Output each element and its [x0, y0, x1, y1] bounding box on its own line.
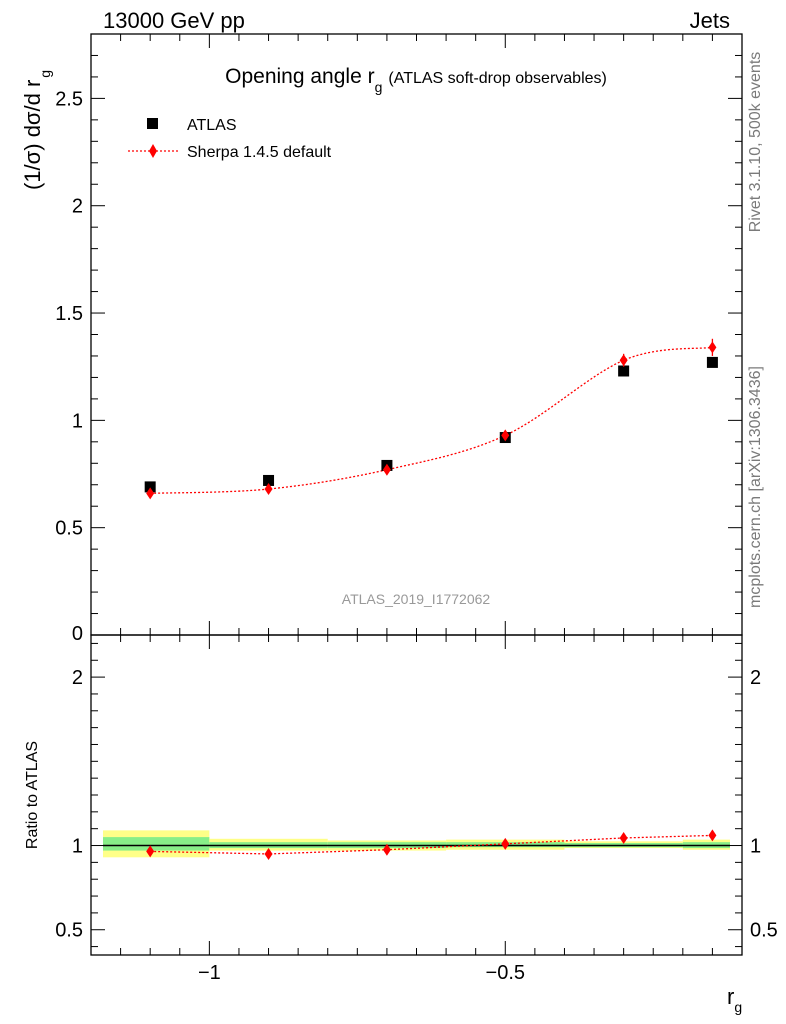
- ratio-sherpa-point: [264, 847, 273, 860]
- atlas-point: [618, 365, 630, 377]
- ratio-y-tick-label: 1: [72, 836, 83, 858]
- header-left: 13000 GeV pp: [103, 8, 245, 33]
- main-y-tick-label: 1.5: [55, 303, 83, 325]
- ratio-y-axis-label: Ratio to ATLAS: [24, 741, 41, 849]
- ratio-y-tick-label-right: 2: [750, 667, 761, 689]
- ratio-y-tick-label: 0.5: [55, 920, 83, 942]
- ratio-sherpa-line: [150, 834, 713, 855]
- sherpa-point: [619, 354, 628, 367]
- legend: ATLAS Sherpa 1.4.5 default: [128, 117, 332, 161]
- main-y-tick-label-zero: 0: [72, 623, 83, 645]
- main-panel: Opening angle rg (ATLAS soft-drop observa…: [20, 33, 743, 645]
- main-y-tick-label: 2.5: [55, 88, 83, 110]
- sherpa-point: [264, 483, 273, 496]
- main-y-tick-label: 0.5: [55, 518, 83, 540]
- sherpa-point: [708, 341, 717, 354]
- header-right: Jets: [690, 8, 730, 33]
- atlas-point: [144, 481, 156, 493]
- ratio-y-tick-label: 2: [72, 667, 83, 689]
- legend-label-atlas: ATLAS: [187, 117, 237, 134]
- x-tick-label: −0.5: [486, 962, 525, 984]
- sherpa-point: [146, 487, 155, 500]
- ratio-panel: 0.5 0.5 1 1 2 2 −1 −0.5 Ratio to ATLAS rg: [24, 634, 778, 1015]
- atlas-point: [706, 356, 718, 368]
- main-y-tick-label: 2: [72, 196, 83, 218]
- ratio-sherpa-point: [146, 845, 155, 858]
- x-axis-label: rg: [727, 984, 742, 1015]
- ratio-band-green: [103, 837, 210, 851]
- ratio-sherpa-point: [619, 831, 628, 844]
- y-axis-label: (1/σ) dσ/d rg: [20, 70, 53, 190]
- atlas-point: [263, 474, 275, 486]
- sherpa-point: [501, 429, 510, 442]
- legend-marker-sherpa: [149, 144, 157, 158]
- ratio-sherpa-point: [708, 829, 717, 842]
- main-y-tick-label: 1: [72, 410, 83, 432]
- mcplots-label: mcplots.cern.ch [arXiv:1306.3436]: [747, 366, 764, 608]
- chart-title: Opening angle rg (ATLAS soft-drop observa…: [225, 65, 607, 95]
- ratio-y-tick-label-right: 0.5: [750, 920, 778, 942]
- ratio-sherpa-point: [501, 837, 510, 850]
- ratio-sherpa-point: [382, 843, 391, 856]
- legend-marker-atlas: [147, 118, 158, 129]
- x-tick-label: −1: [198, 962, 221, 984]
- analysis-id-label: ATLAS_2019_I1772062: [342, 591, 491, 607]
- ratio-y-tick-label-right: 1: [750, 836, 761, 858]
- sherpa-point: [382, 463, 391, 476]
- legend-label-sherpa: Sherpa 1.4.5 default: [187, 144, 332, 161]
- rivet-label: Rivet 3.1.10, 500k events: [747, 52, 764, 233]
